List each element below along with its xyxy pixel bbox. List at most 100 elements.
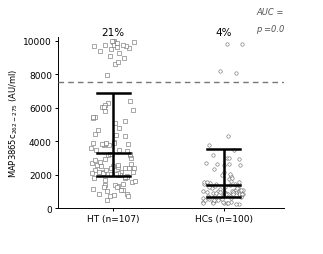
Point — [231, 148, 236, 152]
Point — [239, 194, 244, 198]
Point — [228, 200, 234, 204]
Point — [218, 190, 223, 195]
Point — [236, 192, 242, 196]
Point — [104, 73, 109, 77]
Point — [104, 189, 109, 193]
Point — [238, 196, 244, 200]
Point — [115, 61, 120, 65]
Point — [206, 197, 212, 201]
Point — [220, 195, 225, 199]
Point — [202, 183, 207, 187]
Point — [128, 99, 133, 103]
Point — [90, 141, 96, 145]
Point — [206, 185, 211, 189]
Point — [108, 55, 113, 59]
Point — [217, 187, 222, 191]
Point — [105, 154, 110, 158]
Point — [89, 161, 95, 165]
Point — [221, 200, 226, 204]
Point — [204, 161, 209, 165]
Point — [103, 141, 109, 145]
Point — [99, 143, 105, 147]
Point — [212, 184, 217, 188]
Point — [115, 185, 120, 189]
Point — [116, 173, 121, 177]
Point — [101, 144, 107, 148]
Point — [204, 181, 209, 185]
Point — [132, 41, 137, 45]
Point — [212, 198, 217, 202]
Point — [125, 176, 130, 180]
Point — [233, 188, 238, 193]
Point — [221, 194, 226, 198]
Y-axis label: MAP3865c$_{262-275}$ (AU/ml): MAP3865c$_{262-275}$ (AU/ml) — [8, 69, 20, 178]
Point — [240, 43, 245, 47]
Point — [226, 201, 231, 205]
Point — [116, 184, 121, 188]
Point — [110, 41, 116, 45]
Point — [211, 154, 216, 158]
Point — [119, 170, 124, 174]
Point — [233, 202, 238, 206]
Point — [95, 129, 100, 133]
Point — [120, 43, 126, 47]
Point — [211, 192, 216, 196]
Point — [93, 168, 98, 172]
Point — [230, 177, 235, 181]
Text: 21%: 21% — [102, 28, 125, 38]
Point — [115, 171, 120, 175]
Point — [100, 105, 105, 109]
Point — [127, 153, 132, 157]
Point — [201, 196, 206, 200]
Point — [117, 126, 122, 131]
Point — [102, 185, 107, 189]
Point — [109, 166, 114, 170]
Point — [126, 166, 131, 170]
Point — [114, 134, 119, 138]
Point — [90, 116, 96, 120]
Point — [132, 179, 137, 183]
Point — [241, 188, 246, 192]
Point — [113, 121, 118, 125]
Point — [233, 192, 238, 196]
Point — [130, 108, 135, 113]
Point — [120, 182, 126, 186]
Point — [99, 164, 104, 168]
Point — [232, 188, 237, 192]
Point — [102, 178, 107, 182]
Point — [120, 188, 125, 192]
Point — [201, 190, 206, 194]
Point — [111, 164, 116, 168]
Point — [91, 187, 96, 191]
Point — [129, 180, 134, 184]
Point — [231, 191, 236, 195]
Point — [227, 183, 233, 187]
Point — [103, 43, 108, 47]
Point — [203, 198, 208, 202]
Point — [222, 170, 227, 174]
Point — [102, 109, 107, 114]
Point — [233, 190, 238, 194]
Point — [103, 142, 108, 146]
Point — [224, 193, 229, 197]
Point — [113, 172, 119, 176]
Point — [107, 194, 112, 198]
Point — [201, 200, 206, 204]
Point — [228, 173, 233, 177]
Point — [92, 159, 97, 163]
Point — [225, 156, 230, 160]
Point — [226, 156, 232, 160]
Text: p =0.0: p =0.0 — [256, 25, 284, 34]
Point — [108, 172, 113, 177]
Point — [93, 132, 98, 136]
Point — [132, 167, 137, 171]
Point — [124, 174, 129, 178]
Point — [125, 150, 130, 154]
Point — [100, 172, 105, 176]
Point — [222, 201, 227, 205]
Point — [206, 194, 211, 198]
Point — [125, 143, 130, 147]
Point — [211, 195, 216, 199]
Point — [229, 196, 234, 200]
Point — [212, 167, 217, 171]
